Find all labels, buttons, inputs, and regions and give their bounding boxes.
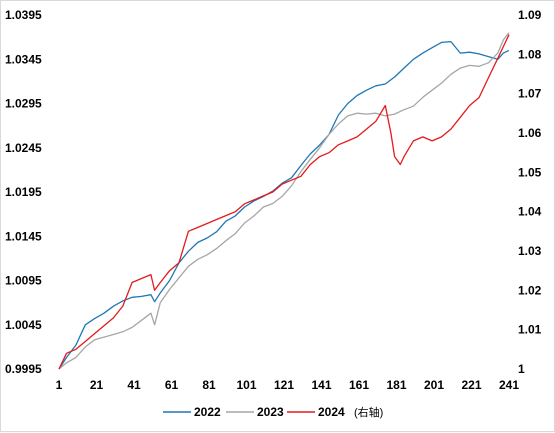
right-axis-tick-label: 1.07 — [518, 87, 542, 101]
x-axis-tick-label: 161 — [349, 378, 369, 392]
left-axis-tick-label: 1.0245 — [5, 141, 42, 155]
right-axis-tick-label: 1.02 — [518, 283, 542, 297]
legend: 2022 2023 2024 (右轴) — [163, 405, 383, 419]
x-axis-tick-label: 121 — [274, 378, 294, 392]
series-layer — [58, 32, 510, 370]
left-axis-tick-label: 1.0295 — [5, 97, 42, 111]
series-line-2022 — [58, 40, 510, 370]
x-axis-tick-label: 141 — [311, 378, 331, 392]
left-axis-tick-label: 1.0145 — [5, 229, 42, 243]
x-axis-tick-label: 21 — [90, 378, 104, 392]
left-axis-ticks: 0.9995 1.0045 1.0095 1.0145 1.0195 1.0245 1.02… — [5, 8, 42, 376]
left-axis-tick-label: 1.0195 — [5, 185, 42, 199]
legend-label: 2024 — [318, 405, 345, 419]
left-axis-tick-label: 1.0395 — [5, 8, 42, 22]
legend-label: 2023 — [257, 405, 284, 419]
left-axis-tick-label: 0.9995 — [5, 362, 42, 376]
right-axis-tick-label: 1.09 — [518, 8, 542, 22]
legend-axis-note: (右轴) — [354, 405, 383, 419]
x-axis-tick-label: 181 — [386, 378, 406, 392]
right-axis-tick-label: 1.01 — [518, 323, 542, 337]
right-axis-tick-label: 1.04 — [518, 205, 542, 219]
x-axis-ticks: 1 21 41 61 81 101 121 141 161 181 201 221 241 — [56, 378, 520, 392]
left-axis-tick-label: 1.0345 — [5, 52, 42, 66]
x-axis-tick-label: 41 — [127, 378, 141, 392]
right-axis-tick-label: 1.05 — [518, 165, 542, 179]
right-axis-tick-label: 1.08 — [518, 47, 542, 61]
x-axis-tick-label: 81 — [202, 378, 216, 392]
left-axis-tick-label: 1.0095 — [5, 274, 42, 288]
x-axis-tick-label: 241 — [499, 378, 519, 392]
x-axis-tick-label: 1 — [56, 378, 63, 392]
x-axis-tick-label: 201 — [424, 378, 444, 392]
x-axis-tick-label: 61 — [165, 378, 179, 392]
right-axis-tick-label: 1.03 — [518, 244, 542, 258]
left-axis-tick-label: 1.0045 — [5, 318, 42, 332]
x-axis-tick-label: 221 — [461, 378, 481, 392]
series-line-2023 — [58, 32, 510, 370]
x-axis-tick-label: 101 — [236, 378, 256, 392]
right-axis-ticks: 1 1.01 1.02 1.03 1.04 1.05 1.06 1.07 1.08 1.09 — [518, 8, 542, 376]
series-line-2024 — [58, 34, 510, 370]
right-axis-tick-label: 1 — [518, 362, 525, 376]
right-axis-tick-label: 1.06 — [518, 126, 542, 140]
legend-label: 2022 — [194, 405, 221, 419]
